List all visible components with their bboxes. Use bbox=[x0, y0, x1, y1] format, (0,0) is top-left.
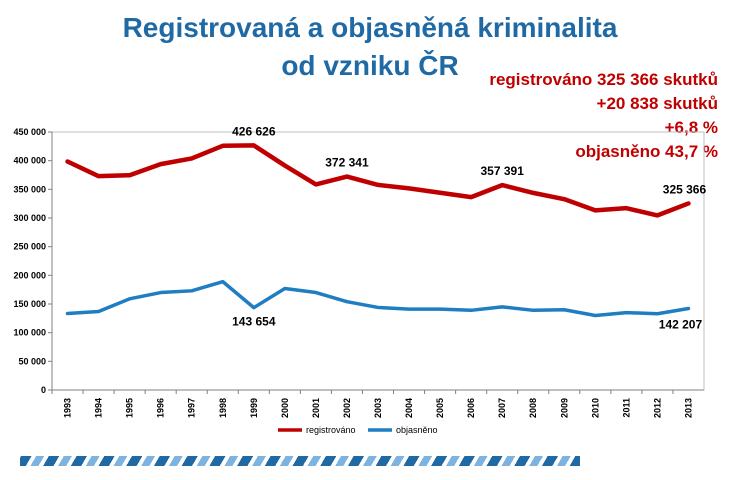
x-tick-label: 2010 bbox=[590, 398, 600, 418]
data-point bbox=[469, 195, 473, 199]
x-tick-label: 2001 bbox=[311, 398, 321, 418]
legend-label: objasněno bbox=[396, 425, 438, 435]
x-tick-label: 2007 bbox=[497, 398, 507, 418]
data-point bbox=[438, 307, 442, 311]
data-point bbox=[345, 300, 349, 304]
y-tick-label: 100 000 bbox=[13, 328, 46, 338]
stat-increase-count: +20 838 skutků bbox=[596, 94, 718, 113]
data-point bbox=[593, 313, 597, 317]
data-point bbox=[407, 307, 411, 311]
data-label: 426 626 bbox=[232, 124, 276, 138]
data-point bbox=[655, 213, 659, 217]
x-tick-label: 2004 bbox=[404, 398, 414, 418]
x-tick-label: 2009 bbox=[559, 398, 569, 418]
data-point bbox=[221, 144, 225, 148]
stat-registered: registrováno 325 366 skutků bbox=[489, 70, 718, 89]
data-label: 143 654 bbox=[232, 315, 276, 329]
data-point bbox=[562, 197, 566, 201]
x-tick-label: 2000 bbox=[280, 398, 290, 418]
y-tick-label: 0 bbox=[41, 385, 46, 395]
data-point bbox=[562, 308, 566, 312]
x-tick-label: 1993 bbox=[63, 398, 73, 418]
y-tick-label: 50 000 bbox=[18, 356, 46, 366]
stat-cleared-rate: objasněno 43,7 % bbox=[575, 142, 718, 161]
x-tick-label: 2011 bbox=[621, 398, 631, 418]
data-point bbox=[624, 206, 628, 210]
data-point bbox=[190, 156, 194, 160]
data-point bbox=[686, 306, 690, 310]
x-tick-label: 2006 bbox=[466, 398, 476, 418]
x-tick-label: 2002 bbox=[342, 398, 352, 418]
y-tick-label: 250 000 bbox=[13, 242, 46, 252]
series-line-registrovano bbox=[65, 143, 691, 218]
data-point bbox=[500, 183, 504, 187]
data-point bbox=[407, 186, 411, 190]
x-tick-label: 1999 bbox=[249, 398, 259, 418]
data-point bbox=[438, 191, 442, 195]
x-tick-label: 1995 bbox=[125, 398, 135, 418]
x-tick-label: 1997 bbox=[187, 398, 197, 418]
data-label: 325 366 bbox=[663, 182, 707, 196]
data-point bbox=[531, 308, 535, 312]
data-point bbox=[624, 311, 628, 315]
data-point bbox=[283, 164, 287, 168]
x-tick-label: 1996 bbox=[156, 398, 166, 418]
data-point bbox=[159, 291, 163, 295]
chart-title-line1: Registrovaná a objasněná kriminalita bbox=[122, 12, 618, 43]
data-point bbox=[314, 182, 318, 186]
data-point bbox=[283, 287, 287, 291]
data-point bbox=[376, 183, 380, 187]
data-point bbox=[469, 308, 473, 312]
y-tick-label: 200 000 bbox=[13, 270, 46, 280]
y-tick-label: 300 000 bbox=[13, 213, 46, 223]
data-point bbox=[97, 174, 101, 178]
data-point bbox=[252, 306, 256, 310]
legend-label: registrováno bbox=[306, 425, 356, 435]
y-tick-label: 350 000 bbox=[13, 184, 46, 194]
x-tick-label: 2005 bbox=[435, 398, 445, 418]
data-point bbox=[159, 162, 163, 166]
data-point bbox=[252, 143, 256, 147]
chart-title-line2: od vzniku ČR bbox=[281, 50, 459, 81]
y-tick-label: 150 000 bbox=[13, 299, 46, 309]
data-point bbox=[97, 309, 101, 313]
plot-frame bbox=[51, 131, 705, 391]
data-point bbox=[314, 291, 318, 295]
data-point bbox=[655, 312, 659, 316]
data-point bbox=[128, 297, 132, 301]
data-label: 357 391 bbox=[480, 164, 524, 178]
data-point bbox=[686, 201, 690, 205]
data-point bbox=[66, 311, 70, 315]
x-tick-label: 2012 bbox=[652, 398, 662, 418]
y-tick-label: 400 000 bbox=[13, 156, 46, 166]
x-tick-label: 2008 bbox=[528, 398, 538, 418]
x-tick-label: 1998 bbox=[218, 398, 228, 418]
x-tick-label: 1994 bbox=[94, 398, 104, 418]
series-line-objasneno bbox=[65, 279, 691, 318]
x-tick-label: 2003 bbox=[373, 398, 383, 418]
data-point bbox=[66, 160, 70, 164]
y-tick-label: 450 000 bbox=[13, 127, 46, 137]
data-label: 372 341 bbox=[325, 156, 369, 170]
data-point bbox=[190, 289, 194, 293]
data-point bbox=[593, 208, 597, 212]
data-point bbox=[345, 175, 349, 179]
data-point bbox=[221, 280, 225, 284]
data-point bbox=[531, 191, 535, 195]
data-point bbox=[500, 305, 504, 309]
decorative-stripe bbox=[20, 456, 580, 466]
data-label: 142 207 bbox=[659, 317, 703, 331]
data-point bbox=[376, 305, 380, 309]
data-point bbox=[128, 173, 132, 177]
x-tick-label: 2013 bbox=[683, 398, 693, 418]
